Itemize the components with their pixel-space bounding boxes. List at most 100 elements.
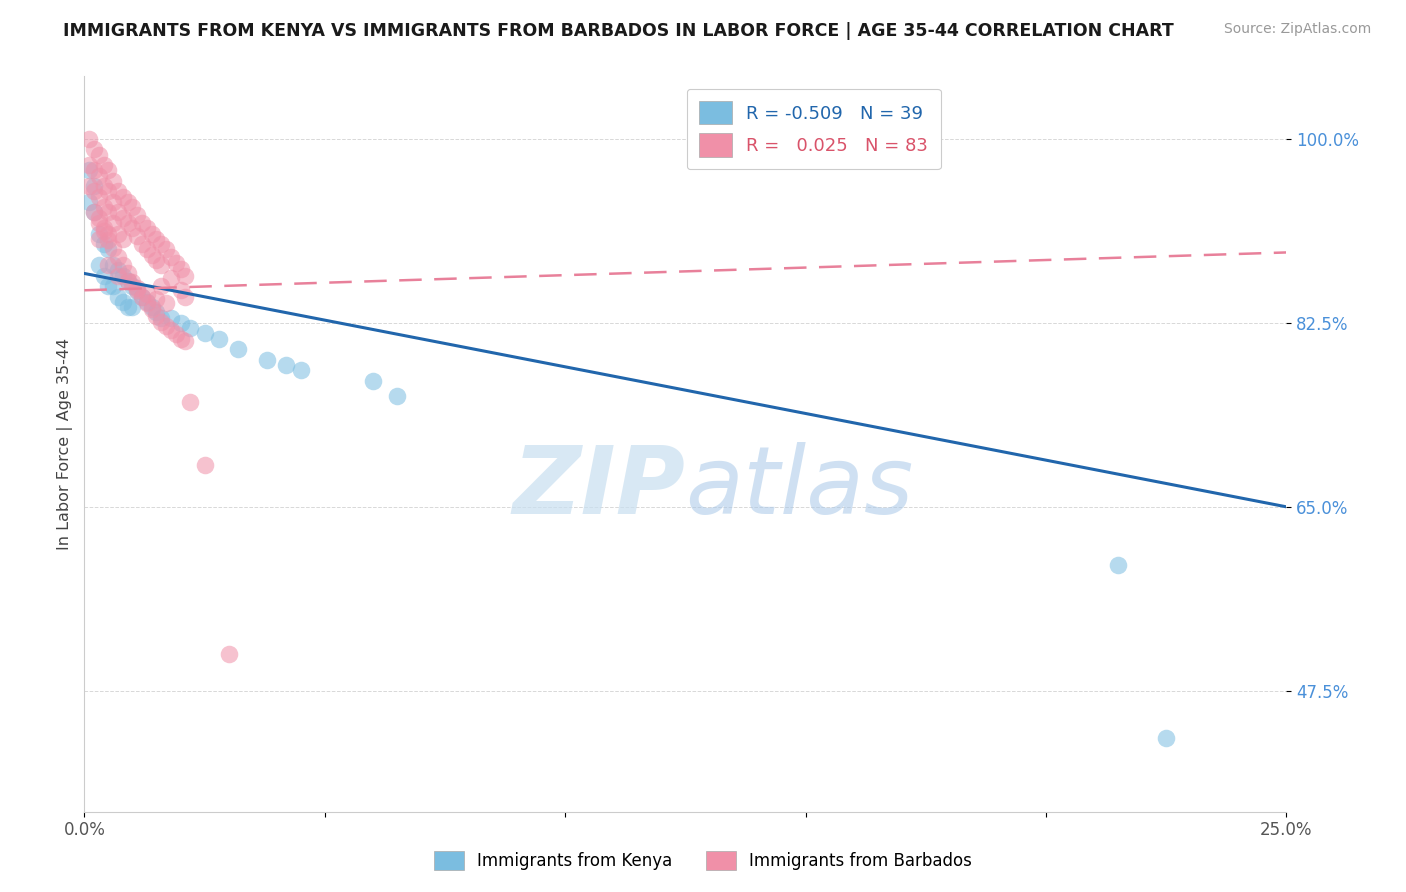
- Point: [83, 179, 105, 194]
- Point: [77, 158, 100, 172]
- Point: [155, 296, 177, 310]
- Point: [165, 256, 187, 270]
- Point: [141, 300, 163, 314]
- Point: [87, 232, 110, 246]
- Point: [160, 270, 183, 285]
- Point: [87, 169, 110, 183]
- Point: [93, 224, 115, 238]
- Point: [117, 267, 139, 281]
- Point: [83, 205, 105, 219]
- Point: [111, 294, 134, 309]
- Point: [208, 332, 231, 346]
- Point: [127, 228, 149, 243]
- Point: [111, 268, 134, 283]
- Point: [145, 292, 167, 306]
- Point: [111, 190, 134, 204]
- Point: [107, 185, 129, 199]
- Legend: R = -0.509   N = 39, R =   0.025   N = 83: R = -0.509 N = 39, R = 0.025 N = 83: [686, 88, 941, 169]
- Point: [77, 179, 100, 194]
- Point: [150, 279, 173, 293]
- Point: [169, 283, 191, 297]
- Point: [169, 316, 191, 330]
- Point: [77, 163, 100, 178]
- Text: Source: ZipAtlas.com: Source: ZipAtlas.com: [1223, 22, 1371, 37]
- Point: [87, 258, 110, 272]
- Point: [179, 394, 201, 409]
- Point: [107, 205, 129, 219]
- Point: [103, 258, 125, 272]
- Point: [107, 263, 129, 277]
- Point: [131, 237, 153, 252]
- Point: [117, 300, 139, 314]
- Point: [93, 237, 115, 252]
- Point: [135, 221, 157, 235]
- Text: IMMIGRANTS FROM KENYA VS IMMIGRANTS FROM BARBADOS IN LABOR FORCE | AGE 35-44 COR: IMMIGRANTS FROM KENYA VS IMMIGRANTS FROM…: [63, 22, 1174, 40]
- Point: [121, 300, 143, 314]
- Point: [97, 185, 120, 199]
- Point: [77, 132, 100, 146]
- Point: [83, 163, 105, 178]
- Point: [97, 233, 120, 247]
- Point: [93, 221, 115, 235]
- Point: [87, 211, 110, 225]
- Point: [103, 279, 125, 293]
- Point: [87, 227, 110, 241]
- Point: [121, 275, 143, 289]
- Text: atlas: atlas: [686, 442, 914, 533]
- Point: [83, 185, 105, 199]
- Point: [87, 190, 110, 204]
- Point: [174, 334, 197, 348]
- Point: [135, 242, 157, 256]
- Point: [97, 258, 120, 272]
- Point: [155, 242, 177, 256]
- Point: [141, 302, 163, 317]
- Point: [117, 274, 139, 288]
- Point: [121, 200, 143, 214]
- Y-axis label: In Labor Force | Age 35-44: In Labor Force | Age 35-44: [58, 338, 73, 549]
- Point: [226, 342, 249, 356]
- Point: [145, 252, 167, 267]
- Point: [145, 232, 167, 246]
- Point: [135, 296, 157, 310]
- Point: [150, 237, 173, 252]
- Point: [87, 147, 110, 161]
- Point: [117, 194, 139, 209]
- Point: [127, 285, 149, 299]
- Point: [290, 363, 312, 377]
- Point: [169, 332, 191, 346]
- Point: [103, 174, 125, 188]
- Point: [160, 250, 183, 264]
- Point: [141, 227, 163, 241]
- Point: [131, 290, 153, 304]
- Point: [97, 227, 120, 241]
- Point: [361, 374, 384, 388]
- Point: [131, 216, 153, 230]
- Text: ZIP: ZIP: [513, 442, 686, 534]
- Point: [150, 258, 173, 272]
- Point: [160, 323, 183, 337]
- Point: [169, 262, 191, 277]
- Point: [150, 310, 173, 325]
- Point: [194, 326, 217, 341]
- Point: [103, 241, 125, 255]
- Point: [179, 321, 201, 335]
- Point: [276, 358, 298, 372]
- Point: [127, 281, 149, 295]
- Point: [83, 205, 105, 219]
- Point: [127, 208, 149, 222]
- Point: [107, 268, 129, 283]
- Point: [121, 221, 143, 235]
- Point: [145, 309, 167, 323]
- Point: [87, 216, 110, 230]
- Point: [103, 194, 125, 209]
- Point: [174, 268, 197, 283]
- Point: [127, 283, 149, 297]
- Point: [111, 232, 134, 246]
- Point: [107, 250, 129, 264]
- Point: [1156, 731, 1178, 746]
- Point: [256, 352, 278, 367]
- Point: [131, 290, 153, 304]
- Point: [93, 179, 115, 194]
- Point: [135, 294, 157, 309]
- Point: [145, 305, 167, 319]
